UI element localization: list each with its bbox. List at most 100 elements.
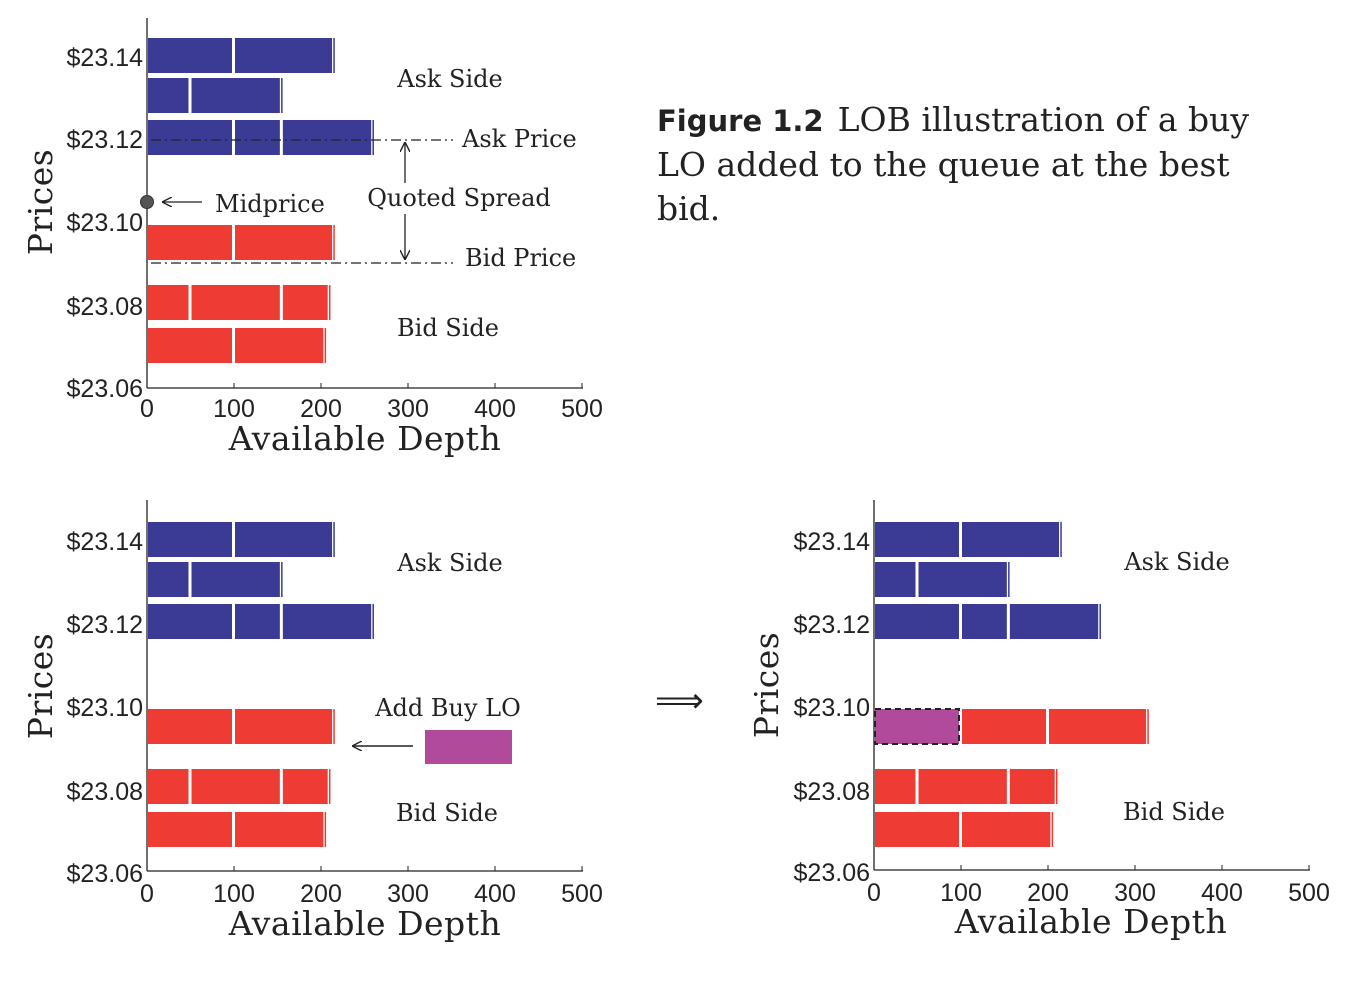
bid-side-label: Bid Side: [397, 314, 499, 342]
bid-price-label: Bid Price: [465, 244, 576, 272]
y-tick-label: $23.12: [67, 126, 143, 154]
y-axis-label: Prices: [21, 149, 60, 255]
caption-text: LOB illustration of a buy LO added to th…: [657, 100, 1250, 228]
x-tick-label: 0: [140, 880, 154, 908]
bid-order-bar: [148, 285, 189, 320]
x-tick-label: 300: [1114, 879, 1156, 907]
y-tick-label: $23.06: [67, 860, 143, 888]
x-tick-label: 500: [561, 395, 603, 423]
ask-order-bar: [148, 78, 189, 113]
bid-order-bar: [235, 328, 324, 363]
bid-order-bar: [235, 709, 333, 744]
midprice-dot: [140, 195, 154, 209]
x-tick-label: 300: [387, 395, 429, 423]
bid-order-bar: [282, 769, 328, 804]
y-tick-label: $23.10: [794, 694, 870, 722]
ask-order-bar: [235, 120, 280, 155]
ask-order-bar: [148, 604, 232, 639]
y-axis-label: Prices: [21, 633, 60, 739]
transition-arrow-icon: ⟹: [655, 681, 704, 721]
x-tick-label: 100: [213, 395, 255, 423]
ask-order-bar: [235, 38, 333, 73]
ask-order-bar: [282, 604, 372, 639]
ticks-layer: [873, 865, 1310, 870]
bid-order-bar: [148, 769, 189, 804]
ask-order-bar: [918, 562, 1007, 597]
x-tick-label: 200: [300, 395, 342, 423]
ask-order-bar: [282, 120, 372, 155]
y-tick-label: $23.10: [67, 694, 143, 722]
x-tick-label: 0: [140, 395, 154, 423]
y-tick-label: $23.10: [67, 209, 143, 237]
x-tick-label: 400: [474, 395, 516, 423]
y-tick-label: $23.12: [67, 611, 143, 639]
x-tick-label: 300: [387, 880, 429, 908]
bid-side-label: Bid Side: [1123, 798, 1225, 826]
figure-caption: Figure 1.2 LOB illustration of a buy LO a…: [657, 98, 1297, 231]
figure-number: Figure 1.2: [657, 104, 824, 138]
bid-order-bar: [191, 769, 280, 804]
ask-order-bar: [148, 562, 189, 597]
midprice-label: Midprice: [215, 190, 325, 218]
bid-order-bar: [235, 812, 324, 847]
y-tick-label: $23.08: [794, 778, 870, 806]
ask-side-label: Ask Side: [396, 65, 503, 93]
bid-side-label: Bid Side: [396, 799, 498, 827]
bid-order-bar: [1049, 709, 1147, 744]
y-tick-label: $23.08: [67, 293, 143, 321]
ask-order-bar: [875, 562, 916, 597]
quoted-spread-label: Quoted Spread: [367, 184, 551, 212]
ask-order-bar: [235, 604, 280, 639]
ask-order-bar: [148, 120, 232, 155]
bid-order-bar: [148, 709, 232, 744]
bid-order-bar: [148, 328, 232, 363]
y-tick-label: $23.08: [67, 778, 143, 806]
ask-price-label: Ask Price: [461, 125, 577, 153]
x-tick-label: 400: [1201, 879, 1243, 907]
ask-side-label: Ask Side: [396, 549, 503, 577]
x-tick-label: 100: [213, 880, 255, 908]
bid-order-bar: [282, 285, 328, 320]
chart-lob-after-order: $23.14 $23.12 $23.10 $23.08 $23.06 0 100…: [747, 500, 1330, 941]
y-tick-label: $23.14: [67, 44, 144, 72]
bid-order-bar: [235, 225, 333, 260]
x-axis-label: Available Depth: [228, 904, 501, 943]
bid-order-bar: [962, 709, 1046, 744]
ask-side-label: Ask Side: [1123, 548, 1230, 576]
bars-layer: [148, 522, 374, 847]
ask-order-bar: [875, 604, 959, 639]
ask-order-bar: [875, 522, 959, 557]
bid-order-bar: [875, 812, 959, 847]
ask-order-bar: [1009, 604, 1099, 639]
ticks-layer: [146, 866, 583, 871]
ask-order-bar: [148, 522, 232, 557]
x-axis-label: Available Depth: [228, 419, 501, 458]
bid-order-bar: [148, 225, 232, 260]
ask-order-bar: [148, 38, 232, 73]
x-tick-label: 100: [940, 879, 982, 907]
chart-lob-initial: $23.14 $23.12 $23.10 $23.08 $23.06 0 100…: [21, 18, 603, 458]
ticks-layer: [146, 383, 583, 388]
x-tick-label: 500: [561, 880, 603, 908]
bars-layer: [148, 38, 374, 363]
bid-order-bar: [191, 285, 280, 320]
x-tick-label: 500: [1288, 879, 1330, 907]
ask-order-bar: [235, 522, 333, 557]
x-tick-label: 200: [300, 880, 342, 908]
new-order-bar: [874, 708, 960, 745]
ask-order-bar: [962, 522, 1060, 557]
x-tick-label: 200: [1027, 879, 1069, 907]
x-tick-label: 0: [867, 879, 881, 907]
x-tick-label: 400: [474, 880, 516, 908]
ask-order-bar: [962, 604, 1007, 639]
bid-order-bar: [1009, 769, 1055, 804]
y-tick-label: $23.12: [794, 611, 870, 639]
y-tick-label: $23.06: [794, 859, 870, 887]
x-axis-label: Available Depth: [954, 902, 1227, 941]
bid-order-bar: [962, 812, 1051, 847]
bid-order-bar: [148, 812, 232, 847]
bid-order-bar: [918, 769, 1007, 804]
add-buy-lo-label: Add Buy LO: [374, 694, 521, 722]
ask-order-bar: [191, 78, 280, 113]
ask-order-bar: [191, 562, 280, 597]
